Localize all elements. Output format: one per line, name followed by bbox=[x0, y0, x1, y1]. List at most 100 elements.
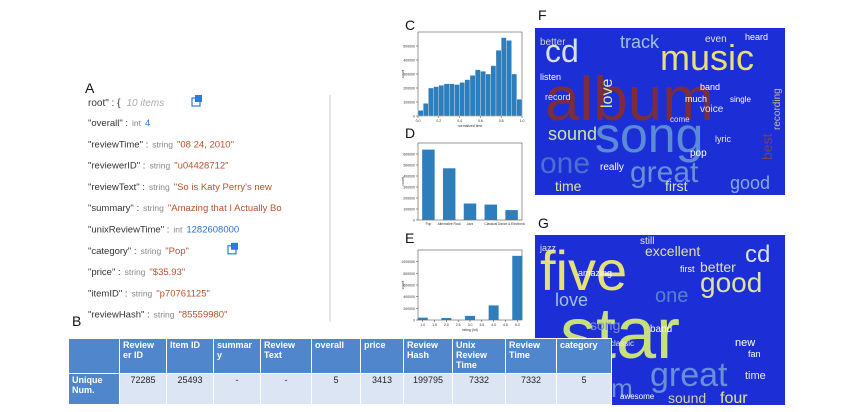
bar bbox=[511, 73, 517, 117]
json-key: "itemID" : bbox=[88, 288, 127, 299]
bar bbox=[506, 40, 512, 117]
x-tick-label: 1.0 bbox=[420, 323, 425, 327]
json-value: "Pop" bbox=[165, 246, 189, 257]
json-key: "reviewText" : bbox=[88, 182, 145, 193]
word: recording bbox=[772, 88, 783, 130]
y-tick-label: 600000 bbox=[403, 153, 415, 157]
word: classic bbox=[610, 339, 634, 348]
json-type: string bbox=[154, 310, 175, 320]
json-value: "$35.93" bbox=[149, 267, 185, 278]
json-type: string bbox=[140, 246, 161, 256]
json-value: "Amazing that I Actually Bo bbox=[168, 203, 282, 214]
word: band bbox=[650, 324, 672, 335]
json-type: string bbox=[125, 267, 146, 277]
table-cell: 199795 bbox=[403, 373, 453, 405]
word: heard bbox=[745, 32, 768, 42]
bar bbox=[488, 305, 499, 320]
x-tick-label: Dance & Electronic bbox=[498, 222, 526, 226]
json-field: "unixReviewTime" : int 1282608000 bbox=[88, 225, 239, 236]
panel-label: B bbox=[72, 313, 81, 329]
json-type: string bbox=[149, 182, 170, 192]
y-tick-label: 1000000 bbox=[401, 260, 415, 264]
json-value: "p70761125" bbox=[156, 288, 210, 299]
word: band bbox=[700, 82, 720, 92]
x-tick-label: Pop bbox=[426, 222, 432, 226]
bar bbox=[442, 168, 456, 220]
bar bbox=[463, 203, 477, 220]
bar bbox=[505, 210, 518, 220]
bar bbox=[428, 87, 434, 117]
table-cell: 5 bbox=[556, 373, 612, 405]
bar bbox=[459, 82, 465, 117]
x-tick-label: 0.2 bbox=[436, 119, 441, 123]
word: best bbox=[759, 133, 775, 160]
bar bbox=[516, 99, 523, 117]
y-tick-label: 0 bbox=[413, 115, 415, 119]
json-key: "reviewerID" : bbox=[88, 161, 145, 172]
json-key: "reviewTime" : bbox=[88, 139, 148, 150]
bar bbox=[490, 65, 497, 117]
table-cell: Review Text bbox=[260, 338, 312, 374]
word: better bbox=[700, 259, 736, 275]
copy-icon bbox=[231, 242, 238, 250]
word: amazing bbox=[578, 268, 612, 278]
word: song bbox=[590, 317, 620, 333]
y-tick-label: 500000 bbox=[403, 45, 415, 49]
json-value: "u04428712" bbox=[174, 161, 228, 172]
x-tick-label: 4.5 bbox=[503, 323, 508, 327]
word: come bbox=[670, 115, 690, 124]
word: fan bbox=[748, 349, 761, 359]
y-tick-label: 100000 bbox=[403, 208, 415, 212]
table-cell: category bbox=[556, 338, 612, 374]
panel-label: E bbox=[405, 230, 414, 246]
bar bbox=[433, 86, 439, 117]
word: single bbox=[730, 95, 751, 104]
json-key: "price" : bbox=[88, 267, 121, 278]
table-cell: Review Hash bbox=[403, 338, 453, 374]
bar bbox=[449, 83, 455, 117]
table-cell bbox=[68, 338, 120, 374]
json-type: string bbox=[143, 203, 164, 213]
table-cell: 5 bbox=[311, 373, 361, 405]
y-tick-label: 400000 bbox=[403, 175, 415, 179]
table-cell: - bbox=[260, 373, 312, 405]
word: really bbox=[600, 162, 624, 173]
x-tick-label: 2.5 bbox=[456, 323, 461, 327]
word: awesome bbox=[620, 392, 655, 401]
word: excellent bbox=[645, 243, 700, 259]
word: voice bbox=[700, 104, 724, 115]
word: jazz bbox=[539, 243, 557, 253]
table-cell: overall bbox=[311, 338, 361, 374]
word: one bbox=[655, 285, 688, 307]
bar bbox=[484, 204, 498, 220]
json-value: 1282608000 bbox=[186, 225, 239, 236]
y-tick-label: 200000 bbox=[403, 87, 415, 91]
json-key: "unixReviewTime" : bbox=[88, 225, 169, 236]
word: love bbox=[555, 290, 588, 310]
word: first bbox=[680, 264, 695, 274]
x-tick-label: 0.4 bbox=[457, 119, 462, 123]
y-tick-label: 300000 bbox=[403, 73, 415, 77]
word: new bbox=[735, 337, 755, 349]
json-value: "85559980" bbox=[178, 310, 227, 321]
bar bbox=[417, 110, 424, 117]
wordcloud-bg bbox=[535, 28, 785, 195]
x-axis-label: rating (int) bbox=[462, 328, 478, 332]
panel-label: C bbox=[405, 17, 415, 33]
table-cell: 7332 bbox=[452, 373, 506, 405]
json-value: "So is Katy Perry's new bbox=[174, 182, 272, 193]
table-row: Unique Num. 72285 25493- -5 3413 199795 7332 73… bbox=[68, 373, 612, 405]
panel-label: G bbox=[538, 215, 549, 231]
table-row: Review er ID Item ID summar y Review Text ov… bbox=[68, 338, 612, 374]
y-tick-label: 800000 bbox=[403, 272, 415, 276]
json-key: "category" : bbox=[88, 246, 136, 257]
x-tick-label: 0.8 bbox=[499, 119, 504, 123]
y-tick-label: 600000 bbox=[403, 284, 415, 288]
json-type: int bbox=[173, 225, 183, 235]
table-cell: Review Time bbox=[505, 338, 557, 374]
x-tick-label: 0.6 bbox=[478, 119, 483, 123]
x-tick-label: Jazz bbox=[467, 222, 474, 226]
word: love bbox=[599, 79, 616, 108]
plot-frame bbox=[417, 249, 523, 321]
bar bbox=[464, 79, 471, 117]
